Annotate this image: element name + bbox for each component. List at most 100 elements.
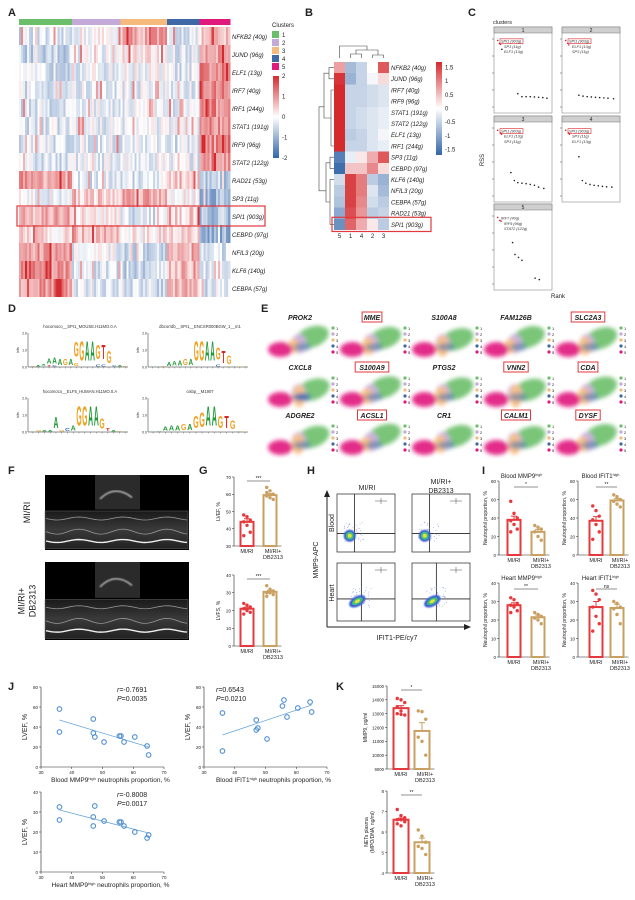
y-tick-label: 40 [570, 581, 576, 586]
event-dot [435, 530, 437, 531]
motif-letter: A [52, 356, 57, 366]
heatmap-cell [37, 171, 40, 189]
data-point [91, 734, 98, 740]
heatmap-cell [114, 63, 117, 81]
heatmap-cell [156, 45, 160, 63]
motif-letter: G [74, 363, 79, 368]
heatmap-cell [108, 189, 111, 207]
heatmap-cell [51, 171, 54, 189]
heatmap-cell [110, 207, 113, 225]
x-axis-label: Blood IFIT1high neutrophils proportion, … [216, 776, 331, 785]
heatmap-cell [211, 27, 215, 45]
heatmap-cell [94, 117, 97, 135]
heatmap-cell [75, 189, 79, 207]
x-tick-label: DB2313 [531, 666, 551, 672]
heatmap-cell [57, 27, 60, 45]
heatmap-cell [146, 45, 150, 63]
data-point [399, 824, 403, 828]
heatmap-cell [197, 171, 200, 189]
event-dot [443, 595, 445, 597]
legend-label: 4 [408, 344, 411, 349]
y-tick-label: 70 [226, 475, 232, 480]
rss-point [511, 241, 514, 244]
heatmap-cell [207, 243, 211, 261]
x-axis-label: Blood MMP9high neutrophils proportion, % [51, 776, 170, 785]
heatmap-cell [45, 81, 48, 99]
heatmap-cell [195, 171, 198, 189]
heatmap-cell [47, 243, 50, 261]
motif-letter: G [193, 412, 199, 432]
heatmap-cell [356, 73, 368, 85]
heatmap-cell [53, 45, 56, 63]
cluster-5-cells [412, 342, 437, 357]
heatmap-cell [150, 189, 154, 207]
heatmap-cell [161, 171, 164, 189]
data-point [268, 489, 272, 493]
heatmap-cell [179, 171, 182, 189]
heatmap-cell [154, 261, 158, 279]
heatmap-cell [203, 81, 206, 99]
heatmap-cell [191, 225, 194, 243]
heatmap-cell [183, 63, 186, 81]
heatmap-cell [21, 81, 24, 99]
heatmap-cell [98, 45, 101, 63]
y-axis-label: LVEF, % [22, 819, 29, 845]
heatmap-cell [85, 63, 89, 81]
heatmap-cell [96, 243, 99, 261]
heatmap-cell [65, 117, 68, 135]
heatmap-cell [29, 207, 32, 225]
heatmap-cell [144, 171, 148, 189]
heatmap-cell [85, 117, 89, 135]
data-point [615, 612, 619, 617]
heatmap-cell [187, 63, 190, 81]
heatmap-cell [177, 45, 180, 63]
heatmap-cell [161, 279, 164, 297]
data-point [245, 514, 249, 519]
heatmap-cell [142, 27, 146, 45]
heatmap-cell [211, 99, 215, 117]
heatmap-cell [136, 171, 140, 189]
motif-letter: G [59, 430, 65, 432]
heatmap-cell [41, 99, 44, 117]
cluster-legend-swatch [272, 55, 279, 62]
event-dot [427, 524, 429, 526]
legend-dot [403, 400, 407, 404]
heatmap-cell [156, 171, 160, 189]
rss-point [578, 155, 580, 158]
heatmap-cell [217, 261, 221, 279]
y-tick-label: 30 [570, 599, 576, 604]
legend-dot [403, 442, 407, 446]
heatmap-cell [334, 196, 346, 208]
heatmap-cell [217, 99, 221, 117]
cluster-5-cells [412, 392, 437, 407]
y-tick-label: 1.0 [22, 414, 27, 418]
heatmap-cell [116, 207, 119, 225]
echo-image [44, 562, 189, 640]
heatmap-cell [221, 243, 225, 261]
heatmap-cell [173, 135, 176, 153]
heatmap-cell [37, 81, 40, 99]
heatmap-cell [207, 27, 211, 45]
heatmap-cell [73, 99, 77, 117]
data-point [612, 599, 616, 604]
heatmap-cell [63, 27, 66, 45]
heatmap-cell [94, 135, 97, 153]
heatmap-column-label: 4 [360, 234, 364, 240]
heatmap-cell [23, 171, 26, 189]
motif-letter: A [205, 337, 210, 367]
data-point [515, 516, 519, 520]
heatmap-cell [356, 95, 368, 107]
motif-letter: A [71, 425, 76, 432]
heatmap-cell [61, 279, 64, 297]
heatmap-cell [102, 207, 105, 225]
x-tick-label: MI/RI+ [612, 558, 628, 564]
rss-point-label: IRF7 (40g) [501, 216, 520, 220]
data-point [509, 596, 513, 600]
heatmap-cell [134, 135, 137, 153]
rss-point-label: STAT2 (122g) [504, 227, 528, 231]
heatmap-cell [25, 117, 28, 135]
heatmap-cell [345, 118, 357, 130]
heatmap-cell [225, 189, 229, 207]
heatmap-cell [154, 207, 158, 225]
